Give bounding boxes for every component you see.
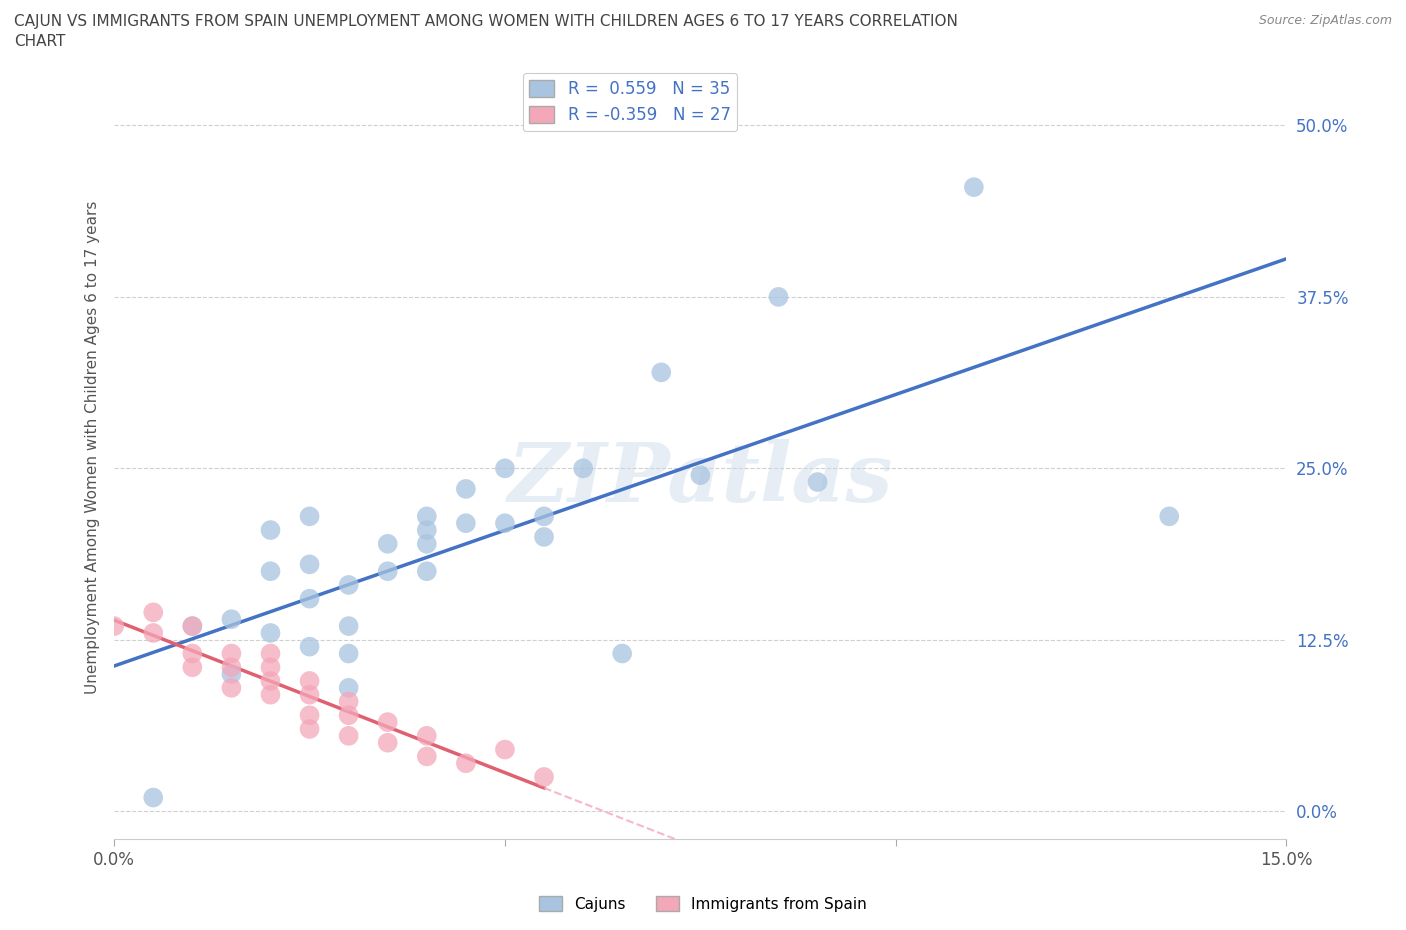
- Point: [142, 604, 165, 619]
- Legend: R =  0.559   N = 35, R = -0.359   N = 27: R = 0.559 N = 35, R = -0.359 N = 27: [523, 73, 737, 131]
- Point: [454, 516, 477, 531]
- Text: CHART: CHART: [14, 34, 66, 49]
- Point: [142, 626, 165, 641]
- Point: [533, 509, 555, 524]
- Point: [454, 756, 477, 771]
- Point: [259, 626, 281, 641]
- Point: [533, 529, 555, 544]
- Point: [221, 612, 243, 627]
- Point: [963, 179, 986, 194]
- Point: [259, 523, 281, 538]
- Point: [221, 659, 243, 674]
- Text: Source: ZipAtlas.com: Source: ZipAtlas.com: [1258, 14, 1392, 27]
- Point: [337, 646, 360, 661]
- Point: [259, 687, 281, 702]
- Legend: Cajuns, Immigrants from Spain: Cajuns, Immigrants from Spain: [533, 889, 873, 918]
- Point: [612, 646, 634, 661]
- Point: [221, 681, 243, 696]
- Point: [377, 537, 399, 551]
- Point: [181, 646, 204, 661]
- Point: [298, 557, 321, 572]
- Text: CAJUN VS IMMIGRANTS FROM SPAIN UNEMPLOYMENT AMONG WOMEN WITH CHILDREN AGES 6 TO : CAJUN VS IMMIGRANTS FROM SPAIN UNEMPLOYM…: [14, 14, 957, 29]
- Point: [689, 468, 711, 483]
- Point: [298, 639, 321, 654]
- Point: [221, 667, 243, 682]
- Point: [181, 618, 204, 633]
- Point: [181, 618, 204, 633]
- Point: [221, 646, 243, 661]
- Point: [337, 708, 360, 723]
- Point: [454, 482, 477, 497]
- Point: [181, 659, 204, 674]
- Point: [142, 790, 165, 805]
- Text: ZIPatlas: ZIPatlas: [508, 439, 893, 519]
- Point: [416, 523, 439, 538]
- Point: [416, 509, 439, 524]
- Point: [298, 708, 321, 723]
- Point: [298, 673, 321, 688]
- Point: [416, 564, 439, 578]
- Point: [259, 673, 281, 688]
- Point: [494, 516, 516, 531]
- Point: [298, 509, 321, 524]
- Point: [806, 474, 828, 489]
- Point: [337, 618, 360, 633]
- Point: [416, 749, 439, 764]
- Point: [494, 461, 516, 476]
- Point: [298, 722, 321, 737]
- Point: [494, 742, 516, 757]
- Point: [337, 681, 360, 696]
- Point: [1159, 509, 1181, 524]
- Point: [768, 289, 790, 304]
- Point: [298, 687, 321, 702]
- Point: [337, 728, 360, 743]
- Point: [259, 646, 281, 661]
- Y-axis label: Unemployment Among Women with Children Ages 6 to 17 years: Unemployment Among Women with Children A…: [86, 201, 100, 695]
- Point: [337, 578, 360, 592]
- Point: [377, 564, 399, 578]
- Point: [416, 728, 439, 743]
- Point: [259, 659, 281, 674]
- Point: [572, 461, 595, 476]
- Point: [298, 591, 321, 606]
- Point: [377, 714, 399, 729]
- Point: [650, 365, 672, 379]
- Point: [259, 564, 281, 578]
- Point: [416, 537, 439, 551]
- Point: [103, 618, 125, 633]
- Point: [533, 769, 555, 784]
- Point: [377, 736, 399, 751]
- Point: [337, 694, 360, 709]
